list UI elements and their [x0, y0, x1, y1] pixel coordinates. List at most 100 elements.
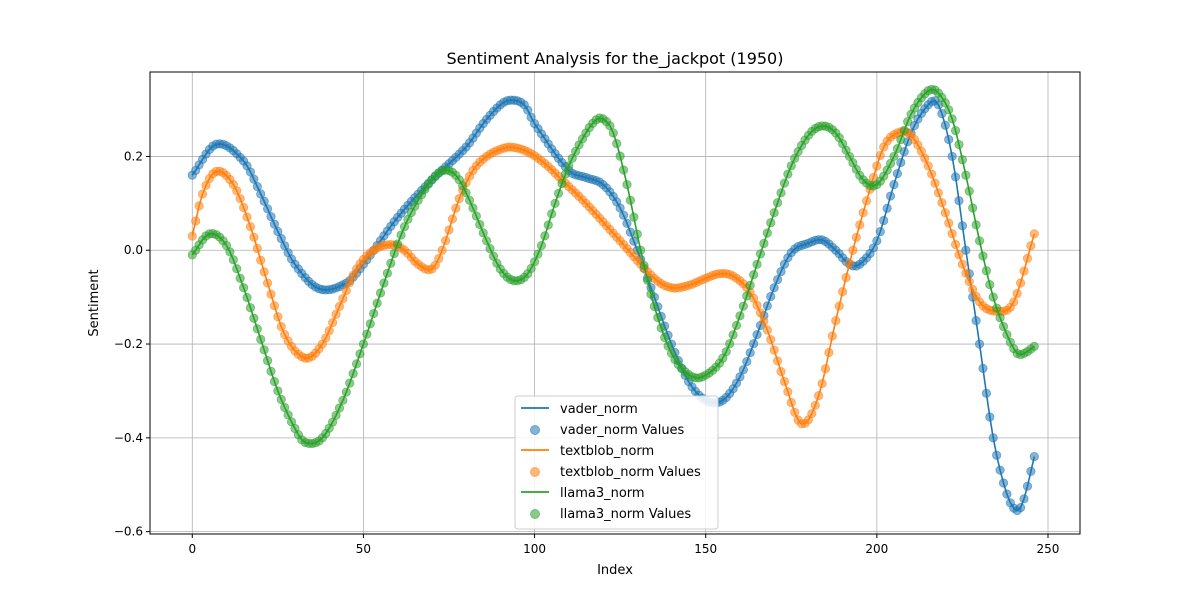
- y-tick-label: 0.2: [124, 149, 143, 163]
- data-point-llama3_norm: [625, 195, 636, 205]
- data-point-textblob_norm: [191, 216, 201, 226]
- data-point-llama3_norm: [464, 195, 475, 205]
- data-point-llama3_norm: [372, 298, 382, 308]
- data-point-textblob_norm: [259, 267, 269, 277]
- data-point-textblob_norm: [772, 356, 783, 366]
- data-point-llama3_norm: [355, 349, 365, 359]
- data-point-llama3_norm: [992, 303, 1002, 313]
- data-point-vader_norm: [622, 218, 632, 228]
- data-point-vader_norm: [882, 203, 892, 213]
- data-point-llama3_norm: [259, 345, 269, 355]
- data-point-textblob_norm: [249, 232, 259, 242]
- data-point-textblob_norm: [940, 208, 950, 218]
- data-point-textblob_norm: [245, 222, 256, 232]
- data-point-llama3_norm: [985, 280, 995, 290]
- data-point-llama3_norm: [896, 135, 906, 145]
- data-point-vader_norm: [889, 179, 899, 190]
- data-point-vader_norm: [872, 236, 882, 246]
- data-point-llama3_norm: [338, 395, 348, 405]
- data-point-llama3_norm: [485, 244, 495, 254]
- data-point-llama3_norm: [348, 369, 358, 379]
- data-point-vader_norm: [742, 356, 752, 367]
- data-point-llama3_norm: [944, 105, 954, 115]
- data-point-llama3_norm: [988, 292, 998, 302]
- data-point-llama3_norm: [653, 313, 663, 323]
- data-point-vader_norm: [745, 348, 755, 358]
- data-point-textblob_norm: [341, 286, 351, 296]
- data-point-textblob_norm: [766, 334, 776, 345]
- data-point-llama3_norm: [772, 198, 783, 208]
- data-point-vader_norm: [252, 182, 262, 192]
- data-point-vader_norm: [879, 215, 889, 226]
- data-point-llama3_norm: [738, 301, 748, 311]
- chart-title: Sentiment Analysis for the_jackpot (1950…: [447, 49, 784, 69]
- data-point-llama3_norm: [262, 356, 273, 366]
- data-point-vader_norm: [992, 450, 1002, 460]
- y-tick-label: 0.0: [124, 243, 143, 257]
- series-layer: [187, 84, 1039, 516]
- x-axis-label: Index: [597, 563, 633, 578]
- data-point-textblob_norm: [1029, 229, 1039, 239]
- data-point-llama3_norm: [629, 212, 639, 222]
- legend: vader_norm vader_norm Values textblob_norm…: [514, 395, 719, 530]
- x-tick-label: 250: [1037, 542, 1060, 556]
- data-point-vader_norm: [766, 291, 776, 302]
- x-tick-label: 0: [188, 542, 196, 556]
- data-point-llama3_norm: [646, 289, 656, 299]
- data-point-llama3_norm: [779, 178, 790, 188]
- data-point-textblob_norm: [1019, 266, 1029, 276]
- data-point-textblob_norm: [187, 231, 197, 241]
- data-point-vader_norm: [762, 301, 772, 311]
- data-point-vader_norm: [1019, 494, 1029, 504]
- data-point-llama3_norm: [728, 330, 738, 340]
- legend-label: vader_norm: [560, 402, 638, 417]
- data-point-vader_norm: [954, 196, 964, 206]
- data-point-textblob_norm: [920, 153, 930, 163]
- legend-marker-swatch: [530, 425, 540, 435]
- data-point-textblob_norm: [961, 268, 971, 278]
- data-point-llama3_norm: [249, 313, 259, 323]
- data-point-textblob_norm: [824, 347, 834, 358]
- data-point-llama3_norm: [529, 257, 540, 267]
- data-point-textblob_norm: [239, 202, 249, 213]
- data-point-vader_norm: [1026, 466, 1036, 477]
- data-point-textblob_norm: [276, 322, 286, 332]
- data-point-textblob_norm: [440, 236, 451, 246]
- data-point-textblob_norm: [858, 208, 868, 218]
- data-point-vader_norm: [738, 365, 748, 375]
- data-point-vader_norm: [749, 339, 759, 349]
- data-point-llama3_norm: [618, 165, 629, 175]
- data-point-textblob_norm: [434, 253, 444, 264]
- data-point-llama3_norm: [950, 126, 961, 136]
- data-point-textblob_norm: [851, 232, 861, 242]
- data-point-llama3_norm: [351, 359, 362, 369]
- data-point-llama3_norm: [998, 321, 1009, 332]
- data-point-textblob_norm: [957, 259, 968, 269]
- data-point-vader_norm: [266, 211, 276, 222]
- data-point-llama3_norm: [468, 203, 478, 213]
- data-point-textblob_norm: [790, 407, 800, 418]
- data-point-llama3_norm: [769, 208, 779, 218]
- data-point-llama3_norm: [721, 347, 731, 357]
- data-point-llama3_norm: [961, 170, 971, 180]
- data-point-vader_norm: [262, 204, 273, 214]
- data-point-vader_norm: [995, 465, 1005, 475]
- data-point-llama3_norm: [981, 266, 991, 276]
- data-point-textblob_norm: [331, 309, 341, 319]
- data-point-llama3_norm: [225, 247, 235, 257]
- x-tick-label: 150: [694, 542, 717, 556]
- data-point-vader_norm: [998, 478, 1009, 488]
- data-point-llama3_norm: [362, 329, 372, 339]
- data-point-llama3_norm: [235, 273, 245, 283]
- data-point-llama3_norm: [256, 334, 266, 344]
- data-point-llama3_norm: [232, 264, 242, 274]
- data-point-textblob_norm: [324, 326, 334, 336]
- data-point-llama3_norm: [228, 255, 238, 265]
- data-point-textblob_norm: [947, 229, 957, 239]
- data-point-llama3_norm: [536, 240, 547, 251]
- data-point-llama3_norm: [245, 303, 256, 313]
- data-point-llama3_norm: [759, 238, 769, 249]
- data-point-llama3_norm: [560, 169, 570, 179]
- data-point-llama3_norm: [341, 387, 351, 397]
- data-point-llama3_norm: [379, 278, 389, 288]
